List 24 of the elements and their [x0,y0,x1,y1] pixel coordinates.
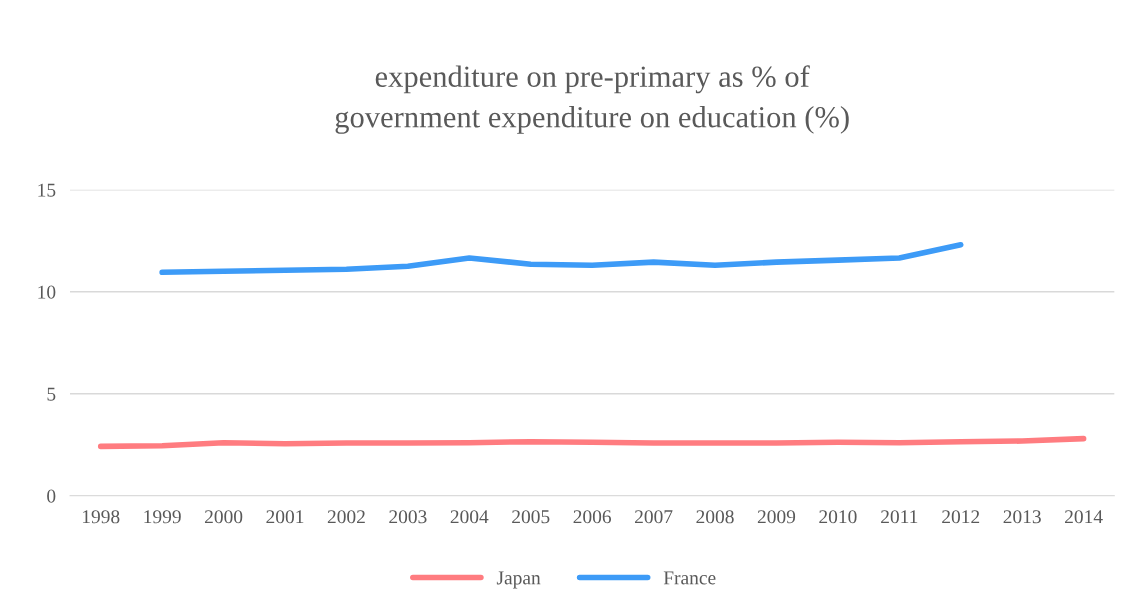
x-tick-label: 2008 [696,510,734,524]
x-tick-label: 2000 [204,510,243,524]
legend-label: France [663,571,716,585]
x-tick-label: 2014 [1065,510,1103,524]
y-tick-label: 5 [47,387,56,401]
x-tick-label: 2009 [757,510,796,524]
x-tick-label: 1999 [144,510,181,524]
x-tick-label: 2005 [512,510,550,524]
x-tick-label: 2013 [1003,510,1041,524]
x-tick-label: 2002 [327,510,365,524]
x-tick-label: 2007 [635,510,673,524]
x-tick-label: 2001 [266,510,304,524]
y-tick-label: 0 [47,489,56,503]
x-tick-label: 1998 [82,510,120,524]
x-tick-label: 2004 [450,510,489,524]
x-tick-label: 2006 [573,510,612,524]
x-tick-label: 2012 [942,510,980,524]
x-tick-label: 2011 [881,510,918,524]
y-tick-label: 10 [38,285,56,299]
chart-title: expenditure on pre-primary as % of government expenditure on education (%) [335,65,849,134]
x-tick-label: 2003 [389,510,427,524]
y-tick-label: 15 [38,183,56,197]
x-tick-label: 2010 [819,510,857,524]
legend-label: Japan [496,571,541,589]
